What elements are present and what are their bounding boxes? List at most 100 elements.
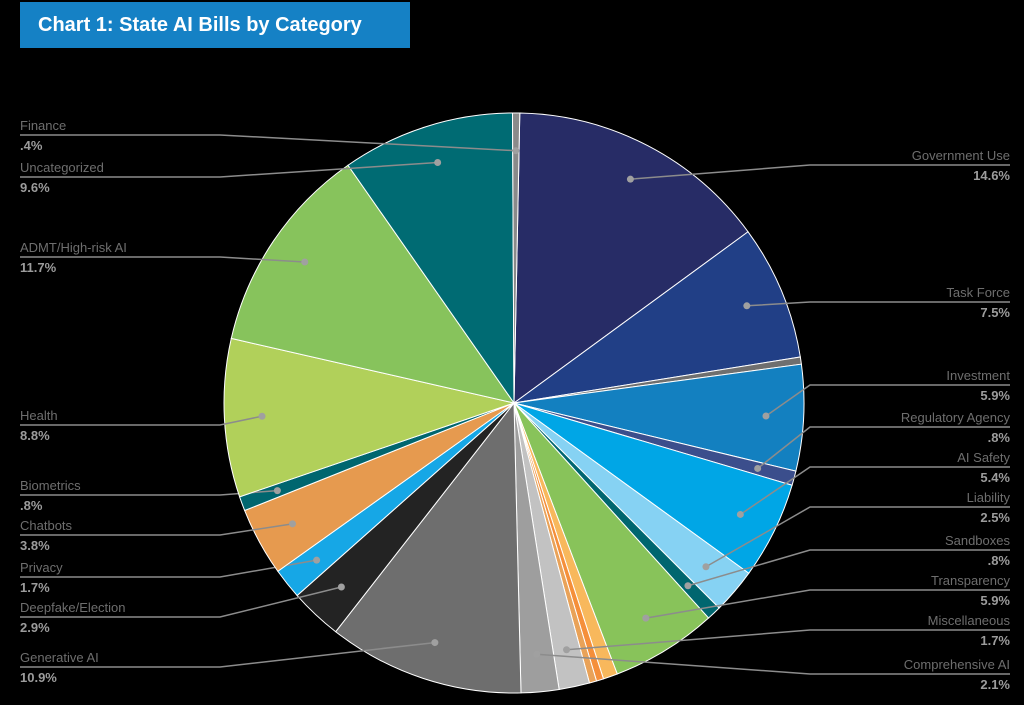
slice-label: Chatbots 3.8% bbox=[20, 518, 72, 553]
slice-label: Investment 5.9% bbox=[946, 368, 1010, 403]
slice-label-value: 7.5% bbox=[980, 305, 1010, 320]
leader-dot bbox=[626, 175, 634, 183]
slice-label: Transparency 5.9% bbox=[931, 573, 1010, 608]
leader-line bbox=[20, 256, 305, 263]
slice-label: ADMT/High-risk AI 11.7% bbox=[20, 240, 127, 275]
slice-label-value: .8% bbox=[987, 553, 1010, 568]
leader-line bbox=[20, 523, 293, 536]
slice-label-value: 8.8% bbox=[20, 428, 50, 443]
leader-line bbox=[20, 489, 278, 496]
slice-label-name: Generative AI bbox=[20, 650, 99, 665]
slice-label-name: Investment bbox=[946, 368, 1010, 383]
leader-line bbox=[630, 164, 1010, 180]
pie-slice bbox=[511, 112, 521, 404]
slice-label-value: 1.7% bbox=[980, 633, 1010, 648]
leader-dot bbox=[533, 650, 541, 658]
pie-slice bbox=[334, 401, 522, 694]
slice-label-value: 1.7% bbox=[20, 580, 50, 595]
chart-title: Chart 1: State AI Bills by Category bbox=[20, 2, 410, 48]
slice-label-name: Finance bbox=[20, 118, 67, 133]
leader-dot bbox=[512, 147, 520, 155]
leader-line bbox=[757, 426, 1010, 470]
slice-label-name: AI Safety bbox=[957, 450, 1010, 465]
slice-label-name: Health bbox=[20, 408, 58, 423]
slice-label: Miscellaneous 1.7% bbox=[928, 613, 1010, 648]
leader-dot bbox=[434, 159, 442, 167]
pie-slice bbox=[513, 231, 801, 404]
leader-line bbox=[20, 586, 342, 618]
slice-label-value: 9.6% bbox=[20, 180, 50, 195]
slice-label-value: 10.9% bbox=[20, 670, 57, 685]
leader-dot bbox=[702, 563, 710, 571]
slice-label-value: 5.4% bbox=[980, 470, 1010, 485]
leader-line bbox=[20, 134, 516, 152]
slice-label: Task Force 7.5% bbox=[946, 285, 1010, 320]
leader-dot bbox=[684, 582, 692, 590]
slice-label-name: Transparency bbox=[931, 573, 1010, 588]
slice-label: Biometrics .8% bbox=[20, 478, 81, 513]
slice-label-value: .8% bbox=[987, 430, 1010, 445]
slice-label-name: Privacy bbox=[20, 560, 63, 575]
pie-slice bbox=[223, 337, 516, 498]
leader-dot bbox=[563, 646, 571, 654]
leader-dot bbox=[642, 614, 650, 622]
slice-label-name: Miscellaneous bbox=[927, 613, 1010, 628]
leader-dot bbox=[258, 412, 266, 420]
slice-label: Deepfake/Election 2.9% bbox=[20, 600, 126, 635]
slice-label-name: Biometrics bbox=[20, 478, 81, 493]
pie-slice bbox=[513, 112, 749, 405]
slice-label-value: 2.9% bbox=[20, 620, 50, 635]
slice-label: Health 8.8% bbox=[20, 408, 58, 443]
slice-label: Privacy 1.7% bbox=[20, 560, 63, 595]
leader-dot bbox=[337, 583, 345, 591]
leader-dot bbox=[273, 487, 281, 495]
slice-label: Finance .4% bbox=[20, 118, 66, 153]
leader-dot bbox=[736, 510, 744, 518]
leader-line bbox=[765, 384, 1010, 417]
leader-line bbox=[687, 549, 1010, 587]
leader-line bbox=[566, 629, 1010, 651]
leader-line bbox=[746, 301, 1010, 307]
slice-label-name: Sandboxes bbox=[944, 533, 1010, 548]
leader-line bbox=[705, 506, 1010, 568]
slice-label-value: 11.7% bbox=[20, 260, 57, 275]
slice-label-value: 2.1% bbox=[980, 677, 1010, 692]
slice-label: Sandboxes .8% bbox=[945, 533, 1010, 568]
slice-label-value: 2.5% bbox=[980, 510, 1010, 525]
slice-label: Liability 2.5% bbox=[967, 490, 1010, 525]
slice-label: AI Safety 5.4% bbox=[957, 450, 1010, 485]
leader-dot bbox=[313, 556, 321, 564]
slice-label-name: Deepfake/Election bbox=[20, 600, 126, 615]
slice-label-value: 5.9% bbox=[980, 388, 1010, 403]
slice-label-name: Uncategorized bbox=[20, 160, 104, 175]
leader-line bbox=[20, 641, 435, 668]
slice-label: Uncategorized 9.6% bbox=[20, 160, 104, 195]
slice-label-value: 5.9% bbox=[980, 593, 1010, 608]
slice-label-value: .4% bbox=[20, 138, 43, 153]
slice-label-name: Liability bbox=[966, 490, 1010, 505]
slice-label: Generative AI 10.9% bbox=[20, 650, 99, 685]
leader-dot bbox=[289, 520, 297, 528]
leader-line bbox=[739, 466, 1010, 516]
pie-slice bbox=[347, 112, 515, 405]
slice-label-name: Comprehensive AI bbox=[903, 657, 1010, 672]
slice-label-name: Chatbots bbox=[20, 518, 73, 533]
leader-dot bbox=[431, 639, 439, 647]
slice-label: Government Use 14.6% bbox=[912, 148, 1010, 183]
leader-line bbox=[645, 589, 1010, 619]
slice-label-value: 3.8% bbox=[20, 538, 50, 553]
leader-line bbox=[20, 161, 438, 178]
leader-dot bbox=[754, 464, 762, 472]
slice-label-value: 14.6% bbox=[973, 168, 1010, 183]
pie-slice bbox=[230, 164, 516, 404]
slice-label: Regulatory Agency .8% bbox=[901, 410, 1010, 445]
leader-dot bbox=[762, 412, 770, 420]
leader-line bbox=[20, 415, 263, 426]
slice-label-name: Task Force bbox=[946, 285, 1010, 300]
slice-label: Comprehensive AI 2.1% bbox=[904, 657, 1010, 692]
leader-dot bbox=[301, 258, 309, 266]
slice-label-name: Government Use bbox=[911, 148, 1010, 163]
slice-label-value: .8% bbox=[20, 498, 43, 513]
leader-dot bbox=[743, 302, 751, 310]
